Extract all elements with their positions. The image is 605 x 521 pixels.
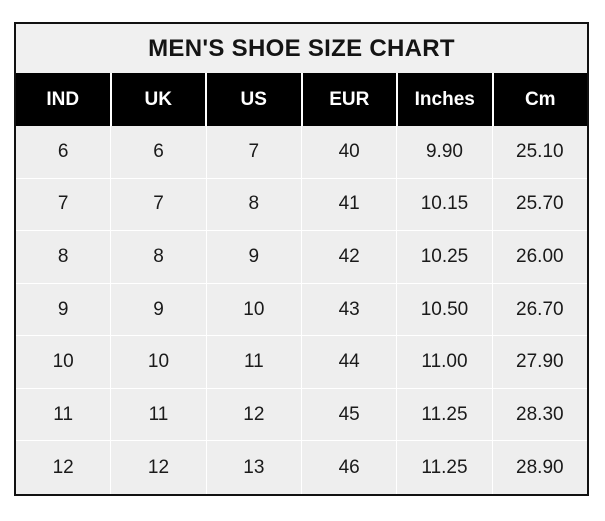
cell-us: 8 — [206, 178, 302, 232]
size-chart-table: MEN'S SHOE SIZE CHART IND UK US EUR Inch… — [14, 22, 589, 496]
cell-cm: 26.70 — [492, 283, 587, 337]
chart-title: MEN'S SHOE SIZE CHART — [16, 24, 587, 73]
cell-inches: 10.15 — [397, 178, 493, 232]
column-header-cm: Cm — [493, 73, 587, 126]
table-row: 8 8 9 42 10.25 26.00 — [16, 231, 587, 284]
table-header-row: IND UK US EUR Inches Cm — [16, 73, 587, 126]
column-header-uk: UK — [111, 73, 207, 126]
cell-ind: 11 — [16, 388, 112, 442]
column-header-eur: EUR — [302, 73, 398, 126]
table-row: 6 6 7 40 9.90 25.10 — [16, 126, 587, 179]
cell-eur: 44 — [301, 336, 398, 389]
chart-table-body: IND UK US EUR Inches Cm 6 6 7 40 9.90 25… — [16, 73, 587, 495]
cell-us: 13 — [206, 441, 302, 495]
column-header-ind: IND — [16, 73, 112, 126]
cell-cm: 28.90 — [492, 441, 587, 495]
cell-ind: 10 — [16, 336, 112, 389]
cell-inches: 10.25 — [397, 231, 493, 284]
cell-inches: 9.90 — [397, 126, 493, 179]
cell-cm: 25.10 — [492, 126, 587, 179]
cell-eur: 40 — [301, 126, 398, 179]
cell-cm: 28.30 — [492, 388, 587, 442]
column-header-inches: Inches — [398, 73, 494, 126]
cell-uk: 10 — [111, 336, 207, 389]
cell-eur: 41 — [301, 178, 398, 232]
cell-ind: 8 — [16, 231, 112, 284]
column-header-us: US — [207, 73, 303, 126]
table-row: 7 7 8 41 10.15 25.70 — [16, 178, 587, 232]
cell-eur: 46 — [301, 441, 398, 495]
table-row: 12 12 13 46 11.25 28.90 — [16, 441, 587, 495]
cell-ind: 9 — [16, 283, 112, 337]
cell-ind: 7 — [16, 178, 112, 232]
cell-uk: 9 — [111, 283, 207, 337]
cell-uk: 8 — [111, 231, 207, 284]
cell-uk: 6 — [111, 126, 207, 179]
cell-inches: 11.25 — [397, 441, 493, 495]
cell-ind: 6 — [16, 126, 112, 179]
cell-ind: 12 — [16, 441, 112, 495]
cell-cm: 25.70 — [492, 178, 587, 232]
cell-us: 9 — [206, 231, 302, 284]
cell-uk: 7 — [111, 178, 207, 232]
cell-eur: 43 — [301, 283, 398, 337]
cell-uk: 11 — [111, 388, 207, 442]
table-row: 9 9 10 43 10.50 26.70 — [16, 283, 587, 337]
cell-inches: 11.25 — [397, 388, 493, 442]
cell-eur: 45 — [301, 388, 398, 442]
cell-cm: 27.90 — [492, 336, 587, 389]
cell-us: 7 — [206, 126, 302, 179]
table-row: 10 10 11 44 11.00 27.90 — [16, 336, 587, 389]
cell-us: 11 — [206, 336, 302, 389]
cell-inches: 10.50 — [397, 283, 493, 337]
table-row: 11 11 12 45 11.25 28.30 — [16, 388, 587, 442]
cell-uk: 12 — [111, 441, 207, 495]
cell-eur: 42 — [301, 231, 398, 284]
cell-cm: 26.00 — [492, 231, 587, 284]
cell-us: 10 — [206, 283, 302, 337]
cell-us: 12 — [206, 388, 302, 442]
cell-inches: 11.00 — [397, 336, 493, 389]
